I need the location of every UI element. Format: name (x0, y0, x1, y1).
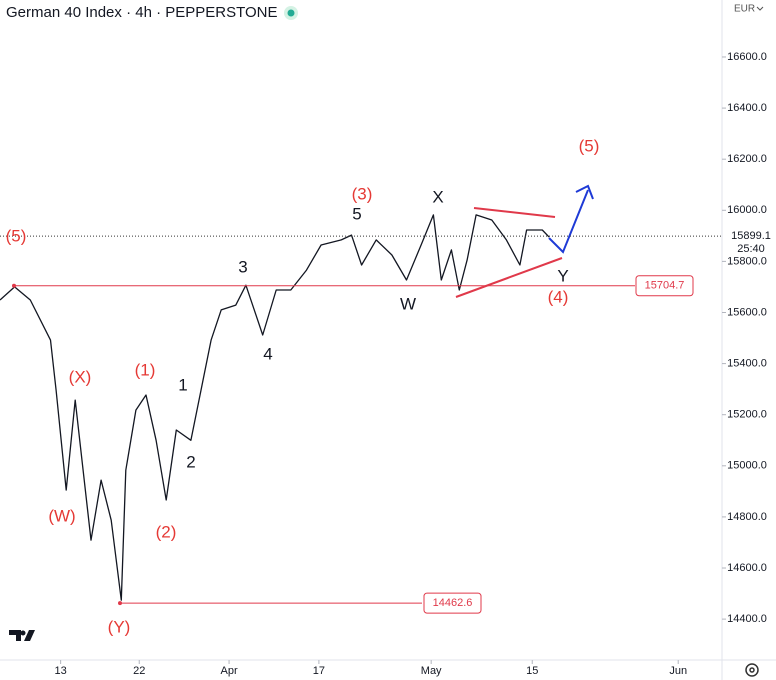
wave-label: W (400, 294, 416, 313)
level-anchor (118, 601, 122, 606)
y-tick-label: 15800.0 (727, 255, 767, 267)
level-box (423, 592, 482, 614)
status-dot (287, 9, 295, 17)
wave-label: (Y) (108, 617, 131, 636)
last-price-box (724, 227, 776, 258)
wave-label: 4 (263, 344, 272, 363)
x-tick-label: Jun (669, 665, 687, 677)
level-box (635, 275, 694, 297)
level-anchor (12, 283, 16, 288)
currency[interactable]: EUR (734, 4, 755, 15)
wave-label: 5 (352, 204, 361, 223)
level-label: 14462.6 (433, 597, 473, 609)
projection-arrow (548, 189, 589, 254)
x-tick-label: 17 (313, 665, 325, 677)
settings-icon-core[interactable] (749, 667, 755, 673)
wave-label: (4) (548, 287, 569, 306)
y-tick-label: 14800.0 (727, 511, 767, 523)
wave-label: (2) (156, 522, 177, 541)
y-tick-label: 16600.0 (727, 51, 767, 63)
wave-label: (3) (352, 184, 373, 203)
y-tick-label: 14600.0 (727, 562, 767, 574)
level-label: 15704.7 (645, 280, 685, 292)
wave-label: (W) (48, 506, 75, 525)
y-tick-label: 16200.0 (727, 153, 767, 165)
y-tick-label: 16000.0 (727, 204, 767, 216)
y-tick-label: 14400.0 (727, 613, 767, 625)
triangle-upper (473, 207, 556, 218)
y-tick-label: 15400.0 (727, 358, 767, 370)
wave-label: Y (557, 266, 568, 285)
symbol-title: German 40 Index · 4h · PEPPERSTONE (6, 4, 278, 21)
x-tick-label: Apr (221, 665, 238, 677)
wave-label: 3 (238, 257, 247, 276)
settings-icon[interactable] (745, 663, 759, 677)
arrow-head (575, 184, 594, 200)
x-tick-label: May (421, 665, 442, 677)
y-tick-label: 15200.0 (727, 409, 767, 421)
wave-label: X (432, 187, 443, 206)
countdown: 25:40 (737, 243, 765, 255)
price-line (0, 214, 550, 601)
last-price-label: 15899.1 (731, 230, 771, 242)
wave-label: (5) (6, 226, 27, 245)
x-tick-label: 13 (55, 665, 67, 677)
wave-label: (5) (579, 136, 600, 155)
x-tick-label: 15 (526, 665, 538, 677)
currency-chevron[interactable] (756, 6, 764, 11)
tv-logo[interactable] (9, 630, 35, 641)
y-tick-label: 16400.0 (727, 102, 767, 114)
x-tick-label: 22 (133, 665, 145, 677)
y-tick-label: 15600.0 (727, 306, 767, 318)
triangle-lower (455, 257, 563, 298)
y-tick-label: 15000.0 (727, 460, 767, 472)
wave-label: 1 (178, 375, 187, 394)
tv-logo-dot[interactable] (20, 630, 26, 636)
wave-label: 2 (186, 452, 195, 471)
wave-label: (1) (135, 360, 156, 379)
wave-label: (X) (69, 367, 92, 386)
